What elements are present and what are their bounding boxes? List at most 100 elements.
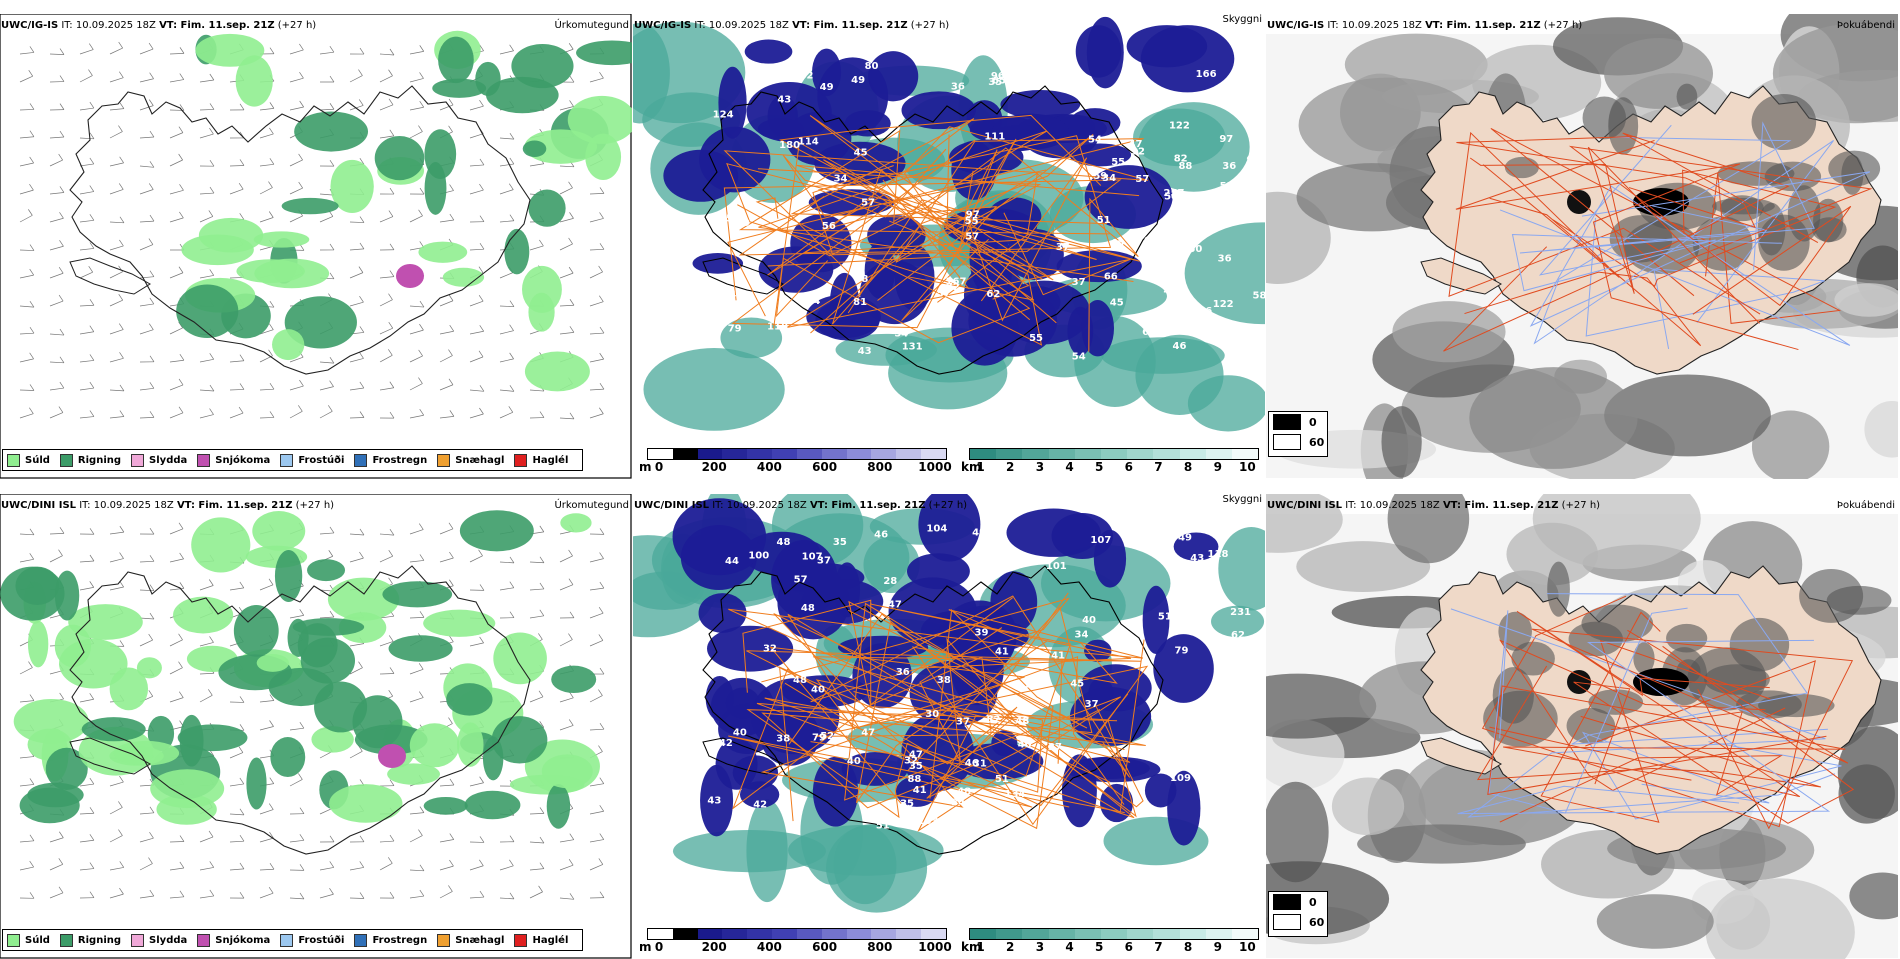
cloud-height-label: 66 <box>896 39 910 50</box>
cloud-height-label: 58 <box>1253 291 1265 302</box>
legend-item: Snæhagl <box>437 934 504 947</box>
cloud-height-label: 71 <box>1252 766 1265 777</box>
colorbar-tick: 8 <box>1184 460 1192 474</box>
colorbar-tick: 9 <box>1214 940 1222 954</box>
cloud-height-label: 82 <box>987 715 1001 726</box>
cloud-height-label: 57 <box>1135 174 1149 185</box>
panel-name: Þokuábendi <box>1837 500 1895 511</box>
legend-label: Súld <box>25 935 50 946</box>
colorbar-tick: 0 <box>655 460 663 474</box>
legend-label: Snæhagl <box>455 455 504 466</box>
panel-title: UWC/IG-IS IT: 10.09.2025 18Z VT: Fim. 11… <box>634 20 949 31</box>
colorbar-tick: 2 <box>1006 940 1014 954</box>
colorbar-tick: 10 <box>1239 460 1256 474</box>
cloud-height-label: 49 <box>820 82 834 93</box>
legend-swatch <box>60 934 73 947</box>
cloud-height-label: 66 <box>1104 271 1118 282</box>
legend-swatch <box>514 934 527 947</box>
legend-label: Haglél <box>532 455 568 466</box>
cloud-height-label: 35 <box>833 537 847 548</box>
cloud-height-label: 88 <box>907 774 921 785</box>
cloud-height-label: 111 <box>984 132 1005 143</box>
cloud-height-label: 49 <box>1178 532 1192 543</box>
colorbar-tick: 200 <box>702 460 727 474</box>
cloud-height-label: 37 <box>1072 277 1086 288</box>
cloud-height-label: 100 <box>748 550 769 561</box>
legend-label: Frostúði <box>298 455 344 466</box>
cloud-height-label: 40 <box>811 684 825 695</box>
precip-map <box>0 14 632 479</box>
colorbar-tick: 0 <box>655 940 663 954</box>
cloud-height-label: 59 <box>736 218 750 229</box>
fog-legend-swatch <box>1273 434 1301 450</box>
cloud-height-label: 89 <box>1046 45 1060 56</box>
fog-legend-swatch <box>1273 414 1301 430</box>
cloud-height-label: 37 <box>699 287 713 298</box>
cloud-height-label: 47 <box>861 728 875 739</box>
fog-legend-row: 0 <box>1269 412 1327 432</box>
fog-map <box>1266 14 1898 479</box>
cloud-height-label: 55 <box>1111 157 1125 168</box>
cloud-height-label: 58 <box>854 274 868 285</box>
colorbar-tick: 200 <box>702 940 727 954</box>
panel-title: UWC/DINI ISL IT: 10.09.2025 18Z VT: Fim.… <box>634 500 967 511</box>
cloud-height-label: 122 <box>1169 120 1190 131</box>
cloud-height-label: 51 <box>1158 611 1172 622</box>
legend-label: Haglél <box>532 935 568 946</box>
fog-legend-label: 0 <box>1309 896 1317 909</box>
cloud-height-label: 55 <box>1029 333 1043 344</box>
cloud-height-label: 122 <box>1213 299 1234 310</box>
panel-title: UWC/IG-IS IT: 10.09.2025 18Z VT: Fim. 11… <box>1 20 316 31</box>
panel-title: UWC/IG-IS IT: 10.09.2025 18Z VT: Fim. 11… <box>1267 20 1582 31</box>
cloud-height-label: 81 <box>853 297 867 308</box>
cloud-height-label: 60 <box>1144 235 1158 246</box>
legend-swatch <box>131 934 144 947</box>
cloud-height-label: 97 <box>1219 134 1233 145</box>
panel-name: Úrkomutegund <box>554 20 629 31</box>
cloud-height-label: 34 <box>1102 173 1116 184</box>
cloud-height-label: 47 <box>1020 54 1034 65</box>
legend-label: Frostregn <box>372 455 427 466</box>
cloud-height-label: 142 <box>813 41 834 52</box>
legend-swatch <box>7 934 20 947</box>
cloud-height-label: 107 <box>1090 535 1111 546</box>
cloud-height-label: 57 <box>937 288 951 299</box>
cloud-height-label: 42 <box>719 738 733 749</box>
legend-label: Snæhagl <box>455 935 504 946</box>
colorbar-tick: 800 <box>867 460 892 474</box>
cloud-height-label: 36 <box>1198 306 1212 317</box>
fog-map <box>1266 494 1898 959</box>
fog-legend-row: 0 <box>1269 892 1327 912</box>
colorbar-tick: 8 <box>1184 940 1192 954</box>
cloud-height-label: 274 <box>1163 285 1184 296</box>
cloud-height-label: 48 <box>777 537 791 548</box>
cloud-height-label: 34 <box>835 747 849 758</box>
legend-swatch <box>437 454 450 467</box>
colorbar-tick: 5 <box>1095 460 1103 474</box>
cloud-height-label: 43 <box>1190 553 1204 564</box>
legend-item: Frostúði <box>280 454 344 467</box>
legend-item: Rigning <box>60 934 121 947</box>
cloud-height-label: 37 <box>956 717 970 728</box>
colorbar-unit: m <box>639 940 652 954</box>
cloud-height-label: 37 <box>1056 242 1070 253</box>
colorbar-tick: 1000 <box>918 460 951 474</box>
cloud-height-label: 31 <box>973 758 987 769</box>
cloud-height-label: 48 <box>957 786 971 797</box>
colorbar-unit: m <box>639 460 652 474</box>
cloud-height-label: 113 <box>1212 333 1233 344</box>
cloud-height-label: 106 <box>1023 680 1044 691</box>
cloud-height-label: 50 <box>1164 192 1178 203</box>
legend-swatch <box>131 454 144 467</box>
cloud-height-label: 180 <box>779 140 800 151</box>
cloud-height-label: 38 <box>776 733 790 744</box>
colorbar-tick: 7 <box>1154 460 1162 474</box>
cloud-height-label: 34 <box>1075 630 1089 641</box>
colorbar-tick: 9 <box>1214 460 1222 474</box>
precip-type-panel: UWC/DINI ISL IT: 10.09.2025 18Z VT: Fim.… <box>0 494 632 959</box>
